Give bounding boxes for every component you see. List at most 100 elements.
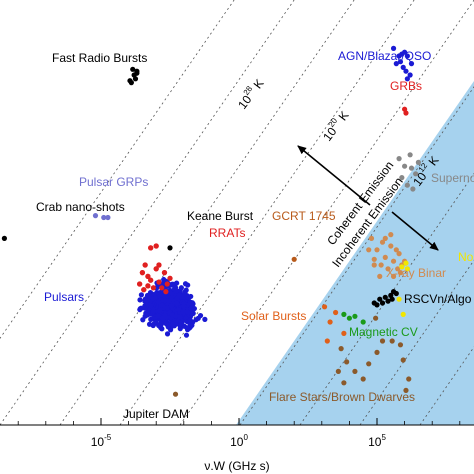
point-supernovae bbox=[396, 156, 402, 162]
point-pulsars bbox=[177, 326, 183, 332]
point-crab-nano-shots bbox=[1, 235, 7, 241]
point-pulsars bbox=[170, 281, 176, 287]
point-solar-bursts bbox=[333, 309, 339, 316]
point-agn-blazar-qso bbox=[404, 53, 410, 59]
point-novae bbox=[404, 266, 410, 272]
point-pulsars bbox=[187, 300, 194, 306]
label-grbs: GRBs bbox=[390, 79, 422, 93]
point-pulsars bbox=[144, 312, 150, 318]
point-x-ray-binaries bbox=[388, 243, 394, 249]
point-pulsars bbox=[164, 305, 170, 311]
point-rrats bbox=[153, 266, 159, 272]
point-solar-bursts bbox=[324, 338, 330, 344]
point-pulsars bbox=[158, 321, 164, 327]
point-rrats bbox=[145, 273, 151, 279]
point-supernovae bbox=[404, 182, 410, 188]
point-agn-blazar-qso bbox=[400, 64, 406, 70]
point-rscvn-algol bbox=[377, 296, 383, 302]
point-pulsar-grps bbox=[92, 213, 99, 219]
point-agn-blazar-qso bbox=[397, 59, 404, 65]
point-rrats bbox=[142, 262, 148, 268]
point-supernovae bbox=[407, 152, 413, 158]
isotherm-line bbox=[299, 172, 474, 425]
isotherm-line bbox=[419, 346, 474, 425]
label-rrats: RRATs bbox=[209, 226, 245, 240]
point-supernovae bbox=[408, 165, 415, 171]
incoherent-region bbox=[236, 81, 474, 425]
point-supernovae bbox=[402, 163, 408, 169]
point-rscvn-algol bbox=[374, 302, 380, 308]
point-flare-stars-brown-dwarves bbox=[373, 315, 379, 321]
point-x-ray-binaries bbox=[397, 270, 404, 276]
isotherm-label-20: 1020 K bbox=[319, 107, 352, 143]
point-pulsars bbox=[176, 292, 182, 298]
points-layer bbox=[1, 45, 421, 397]
point-agn-blazar-qso bbox=[404, 76, 410, 82]
point-pulsar-grps bbox=[105, 214, 111, 221]
label-gcrt: GCRT 1745 bbox=[272, 209, 336, 223]
point-pulsars bbox=[166, 298, 172, 304]
isotherm-line bbox=[119, 0, 415, 425]
point-flare-stars-brown-dwarves bbox=[374, 349, 380, 355]
point-flare-stars-brown-dwarves bbox=[335, 368, 341, 374]
point-x-ray-binaries bbox=[371, 262, 377, 268]
point-supernovae bbox=[415, 159, 421, 165]
point-flare-stars-brown-dwarves bbox=[403, 387, 409, 393]
point-rrats bbox=[148, 277, 154, 283]
label-pulsar-grps: Pulsar GRPs bbox=[79, 175, 148, 189]
point-pulsars bbox=[182, 281, 189, 287]
point-fast-radio-bursts bbox=[132, 76, 139, 82]
incoherent-arrow bbox=[391, 211, 439, 251]
point-pulsars bbox=[155, 313, 162, 319]
point-jupiter-dam bbox=[172, 391, 179, 397]
point-pulsars bbox=[191, 305, 197, 312]
point-rscvn-algol bbox=[379, 300, 386, 306]
point-x-ray-binaries bbox=[385, 266, 391, 272]
point-rrats bbox=[156, 279, 162, 285]
x-tick-label: 10-5 bbox=[91, 433, 112, 449]
point-fast-radio-bursts bbox=[130, 66, 136, 72]
point-x-ray-binaries bbox=[379, 239, 386, 245]
point-flare-stars-brown-dwarves bbox=[366, 361, 372, 367]
label-supernovae: Superno bbox=[431, 171, 474, 185]
point-flare-stars-brown-dwarves bbox=[338, 346, 344, 352]
point-pulsars bbox=[137, 297, 143, 303]
point-rrats bbox=[139, 270, 145, 276]
point-x-ray-binaries bbox=[382, 235, 388, 241]
point-flare-stars-brown-dwarves bbox=[341, 380, 347, 386]
region-layer bbox=[236, 81, 474, 425]
point-magnetic-cv bbox=[346, 315, 352, 321]
point-pulsars bbox=[150, 296, 156, 302]
point-pulsars bbox=[173, 288, 179, 294]
point-pulsars bbox=[182, 289, 188, 295]
point-rrats bbox=[163, 289, 169, 295]
isotherm-layer bbox=[0, 0, 474, 425]
point-solar-bursts bbox=[341, 330, 347, 336]
isotherm-line bbox=[59, 0, 355, 425]
isotherm-line bbox=[0, 0, 295, 425]
point-flare-stars-brown-dwarves bbox=[352, 368, 358, 374]
x-axis: 10-5 100 105 bbox=[17, 418, 461, 449]
point-novae bbox=[400, 311, 406, 317]
point-pulsars bbox=[138, 292, 144, 298]
point-pulsars bbox=[177, 314, 183, 320]
point-flare-stars-brown-dwarves bbox=[360, 376, 366, 382]
point-agn-blazar-qso bbox=[408, 61, 415, 67]
point-x-ray-binaries bbox=[371, 256, 377, 262]
point-rrats bbox=[167, 275, 173, 281]
x-tick-label: 105 bbox=[368, 433, 386, 449]
point-supernovae bbox=[410, 186, 416, 192]
point-pulsars bbox=[150, 308, 157, 314]
point-pulsars bbox=[168, 303, 175, 309]
label-keane: Keane Burst bbox=[187, 209, 254, 223]
point-pulsars bbox=[183, 332, 190, 338]
point-pulsars bbox=[174, 300, 180, 306]
label-solar: Solar Bursts bbox=[241, 309, 306, 323]
point-novae bbox=[399, 264, 405, 270]
point-flare-stars-brown-dwarves bbox=[389, 338, 395, 344]
point-rrats bbox=[141, 287, 147, 293]
point-x-ray-binaries bbox=[377, 273, 383, 279]
point-x-ray-binaries bbox=[366, 247, 372, 253]
point-pulsars bbox=[164, 331, 171, 337]
point-supernovae bbox=[399, 175, 405, 181]
